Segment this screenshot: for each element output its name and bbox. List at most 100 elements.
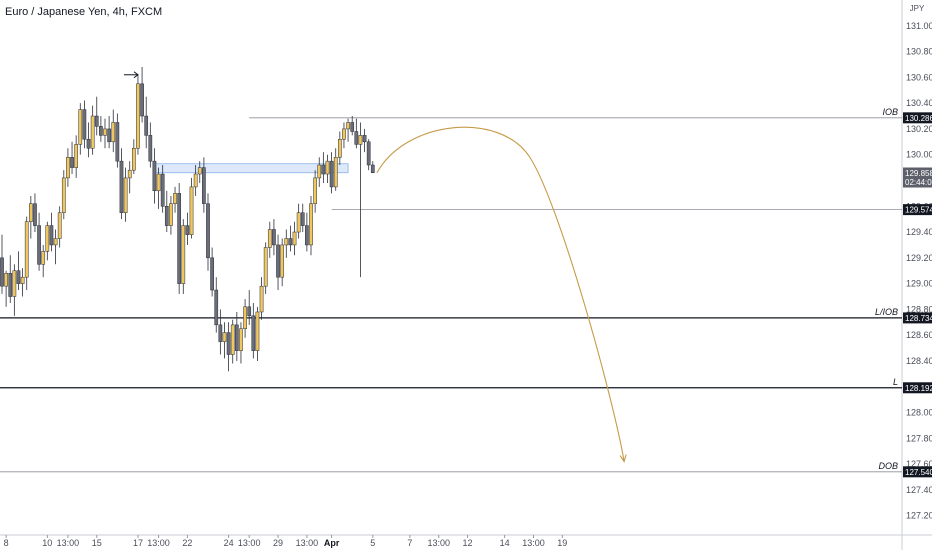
candle-body[interactable] bbox=[61, 177, 66, 213]
candle-body[interactable] bbox=[103, 128, 107, 136]
candle-body[interactable] bbox=[296, 212, 301, 233]
candle-body[interactable] bbox=[177, 193, 182, 284]
candle-body[interactable] bbox=[78, 109, 83, 145]
candle-body[interactable] bbox=[24, 221, 29, 278]
candle-body[interactable] bbox=[197, 167, 202, 175]
candle-body[interactable] bbox=[226, 332, 231, 355]
candle-body[interactable] bbox=[272, 229, 276, 246]
candle-body[interactable] bbox=[82, 109, 87, 140]
candle-body[interactable] bbox=[305, 225, 309, 246]
candle-body[interactable] bbox=[173, 193, 177, 204]
candle-body[interactable] bbox=[210, 257, 214, 291]
candle-body[interactable] bbox=[131, 148, 136, 171]
candle-body[interactable] bbox=[86, 138, 91, 149]
candle-body[interactable] bbox=[313, 177, 317, 204]
projection-curve[interactable] bbox=[376, 126, 625, 462]
candle-body[interactable] bbox=[300, 212, 305, 226]
candle-body[interactable] bbox=[230, 324, 235, 355]
candle-body[interactable] bbox=[136, 83, 140, 149]
candle-body[interactable] bbox=[49, 225, 54, 246]
candle-body[interactable] bbox=[202, 167, 206, 204]
y-tick-label: 127.200 bbox=[906, 511, 932, 521]
candle-body[interactable] bbox=[292, 231, 297, 246]
candle-body[interactable] bbox=[234, 324, 239, 351]
candle-body[interactable] bbox=[181, 225, 186, 284]
candle-body[interactable] bbox=[255, 311, 260, 351]
candle-body[interactable] bbox=[45, 225, 50, 252]
y-tick-label: 130.800 bbox=[906, 47, 932, 57]
candle-body[interactable] bbox=[218, 324, 223, 342]
candle-body[interactable] bbox=[189, 186, 194, 235]
candle-body[interactable] bbox=[12, 270, 17, 297]
candle-body[interactable] bbox=[288, 238, 293, 246]
price-tag-mid bbox=[903, 204, 932, 216]
candle-body[interactable] bbox=[99, 126, 103, 136]
candle-body[interactable] bbox=[370, 164, 375, 173]
candle-body[interactable] bbox=[57, 212, 62, 239]
candle-body[interactable] bbox=[4, 273, 8, 287]
candle-body[interactable] bbox=[144, 115, 149, 136]
candle-body[interactable] bbox=[362, 135, 367, 143]
candle-body[interactable] bbox=[243, 306, 247, 329]
candle-body[interactable] bbox=[33, 203, 37, 226]
candle-body[interactable] bbox=[28, 203, 33, 222]
x-tick-label: 13:00 bbox=[238, 538, 261, 548]
candle-body[interactable] bbox=[41, 251, 46, 265]
candle-body[interactable] bbox=[160, 173, 165, 207]
candle-body[interactable] bbox=[309, 203, 313, 246]
candle-body[interactable] bbox=[333, 157, 338, 188]
candle-body[interactable] bbox=[317, 164, 322, 179]
candle-body[interactable] bbox=[140, 83, 144, 117]
candle-body[interactable] bbox=[358, 135, 363, 145]
candle-body[interactable] bbox=[280, 244, 285, 278]
candle-body[interactable] bbox=[354, 131, 359, 145]
candle-body[interactable] bbox=[346, 122, 350, 130]
candle-body[interactable] bbox=[94, 115, 99, 127]
candle-body[interactable] bbox=[276, 244, 280, 278]
candle-body[interactable] bbox=[107, 128, 111, 143]
candle-body[interactable] bbox=[123, 177, 128, 213]
candle-body[interactable] bbox=[115, 122, 120, 162]
candle-body[interactable] bbox=[74, 144, 79, 168]
candle-body[interactable] bbox=[119, 160, 124, 213]
candle-body[interactable] bbox=[90, 115, 95, 149]
candle-body[interactable] bbox=[329, 160, 334, 188]
candle-body[interactable] bbox=[185, 225, 190, 235]
level-label-IOB: IOB bbox=[882, 107, 898, 117]
candle-body[interactable] bbox=[239, 328, 243, 351]
candle-body[interactable] bbox=[8, 273, 13, 297]
candle-body[interactable] bbox=[321, 164, 326, 175]
candle-body[interactable] bbox=[366, 141, 371, 166]
candle-body[interactable] bbox=[247, 306, 252, 317]
candle-body[interactable] bbox=[251, 315, 256, 351]
candle-body[interactable] bbox=[325, 160, 330, 175]
candle-body[interactable] bbox=[152, 160, 157, 192]
candle-body[interactable] bbox=[206, 203, 210, 259]
candle-body[interactable] bbox=[342, 128, 346, 140]
candle-body[interactable] bbox=[37, 225, 41, 265]
candle-body[interactable] bbox=[267, 229, 272, 248]
candle-body[interactable] bbox=[53, 238, 58, 246]
candle-body[interactable] bbox=[222, 332, 227, 342]
candle-body[interactable] bbox=[337, 138, 342, 158]
candle-body[interactable] bbox=[263, 247, 268, 287]
candle-body[interactable] bbox=[16, 270, 21, 284]
candle-body[interactable] bbox=[148, 135, 153, 162]
candle-body[interactable] bbox=[259, 285, 264, 313]
candle-body[interactable] bbox=[127, 169, 132, 179]
candle-body[interactable] bbox=[214, 289, 219, 326]
candle-body[interactable] bbox=[350, 122, 355, 132]
candle-body[interactable] bbox=[0, 257, 4, 287]
candle-body[interactable] bbox=[111, 122, 116, 143]
candle-body[interactable] bbox=[66, 157, 70, 179]
candle-body[interactable] bbox=[284, 238, 289, 246]
candle-body[interactable] bbox=[164, 206, 169, 226]
candle-body[interactable] bbox=[169, 203, 173, 226]
x-tick-label: 24 bbox=[224, 538, 234, 548]
candle-body[interactable] bbox=[20, 276, 25, 284]
candle-body[interactable] bbox=[193, 173, 198, 188]
candle-body[interactable] bbox=[70, 157, 74, 168]
x-tick-label: 8 bbox=[4, 538, 9, 548]
candle-body[interactable] bbox=[156, 173, 161, 192]
